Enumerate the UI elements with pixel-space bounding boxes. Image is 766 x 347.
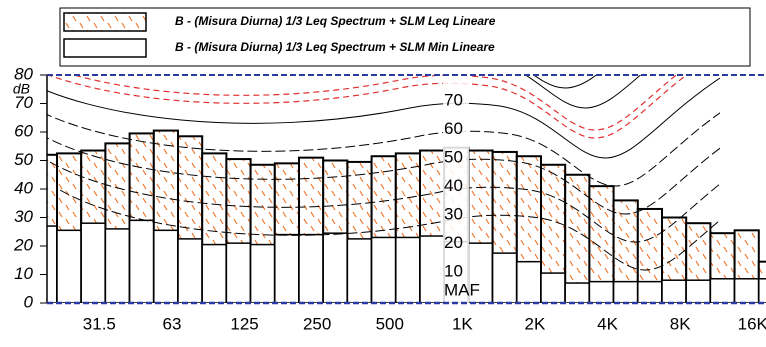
legend-box	[59, 7, 751, 67]
bar-min	[733, 278, 760, 303]
y-tick-label: 70	[14, 93, 33, 112]
legend-swatch	[63, 12, 147, 32]
y-tick-label: 60	[14, 121, 33, 140]
y-tick-label: 40	[14, 178, 33, 197]
y-tick-label: 20	[13, 235, 33, 254]
x-tick-label: 500	[376, 314, 404, 333]
x-tick-label: 1K	[452, 314, 473, 333]
bar-min	[491, 252, 518, 303]
contour-label: 20	[444, 233, 463, 252]
contour-label: 60	[444, 119, 463, 138]
bar-min	[80, 222, 107, 303]
bar-min	[758, 278, 766, 303]
bar-leq	[564, 173, 591, 303]
bar-min	[177, 238, 203, 303]
bar-min	[47, 225, 58, 303]
bar-min	[709, 278, 736, 303]
y-tick-label: 10	[14, 264, 33, 283]
bar-min	[298, 233, 324, 303]
x-tick-label: 16K	[738, 314, 766, 333]
bar-min	[201, 243, 228, 303]
legend-label: B - (Misura Diurna) 1/3 Leq Spectrum + S…	[175, 14, 496, 28]
x-tick-label: 2K	[525, 314, 546, 333]
bar-min	[322, 232, 349, 303]
legend-swatch	[63, 38, 147, 58]
bar-min	[249, 243, 276, 303]
bar-min	[612, 280, 639, 303]
bar-min	[128, 219, 155, 303]
contour-label: 40	[444, 176, 463, 195]
bar-min	[516, 260, 542, 303]
bars	[47, 129, 766, 303]
bar-min	[346, 238, 373, 303]
contour-label: 50	[444, 147, 463, 166]
bar-min	[274, 233, 300, 303]
y-tick-label: 0	[24, 292, 34, 311]
bar-min	[370, 236, 397, 303]
bar-min	[564, 282, 591, 303]
bar-min	[419, 235, 445, 303]
contour-label: 30	[444, 204, 463, 223]
bar-min	[104, 228, 131, 303]
x-tick-label: 8K	[670, 314, 691, 333]
bar-min	[661, 279, 687, 303]
legend-label: B - (Misura Diurna) 1/3 Leq Spectrum + S…	[175, 40, 495, 54]
y-tick-label: 80	[14, 64, 33, 83]
y-tick-label: 30	[14, 207, 33, 226]
x-tick-label: 125	[230, 314, 258, 333]
y-axis-label: dB	[13, 81, 30, 97]
bar-min	[153, 229, 179, 303]
y-tick-label: 50	[14, 150, 33, 169]
contour-label-bg	[443, 75, 469, 303]
bar-min	[588, 280, 615, 303]
bar-min	[56, 229, 82, 303]
contour-label: MAF	[444, 280, 480, 299]
x-tick-label: 4K	[597, 314, 618, 333]
bar-min	[637, 280, 663, 303]
x-tick-label: 250	[303, 314, 331, 333]
bar-min	[225, 242, 252, 303]
x-tick-label: 31.5	[83, 314, 116, 333]
bar-min	[540, 272, 566, 303]
x-tick-label: 63	[162, 314, 181, 333]
contour-label: 10	[444, 261, 463, 280]
bar-min	[395, 236, 421, 303]
contour-label: 70	[444, 90, 463, 109]
bar-min	[685, 279, 712, 303]
